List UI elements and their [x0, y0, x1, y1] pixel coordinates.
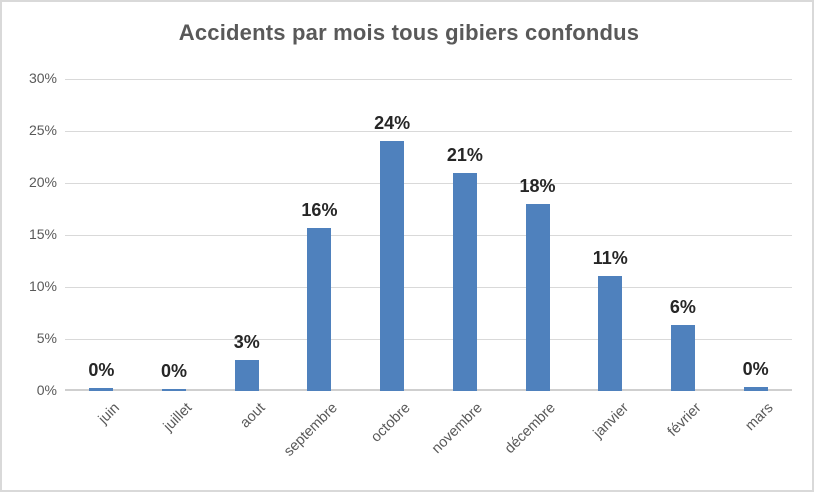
gridline-20% [65, 183, 792, 184]
plot-area [65, 79, 792, 391]
bar-octobre [380, 141, 405, 391]
bar-juillet [162, 388, 187, 391]
bar-janvier [598, 275, 623, 391]
x-tick-label-décembre: décembre [501, 400, 559, 457]
gridline-5% [65, 339, 792, 340]
data-label-juillet: 0% [161, 360, 188, 381]
x-tick-label-aout: aout [236, 400, 269, 432]
x-tick-label-novembre: novembre [429, 400, 487, 457]
data-label-juin: 0% [88, 359, 115, 380]
bar-mars [743, 386, 768, 391]
y-tick-label-0%: 0% [36, 382, 57, 398]
bar-février [670, 325, 695, 391]
y-tick-label-25%: 25% [28, 122, 57, 138]
x-tick-label-juillet: juillet [160, 400, 196, 435]
y-tick-label-5%: 5% [36, 330, 57, 346]
data-label-janvier: 11% [592, 247, 628, 268]
chart-title: Accidents par mois tous gibiers confondu… [178, 20, 640, 45]
data-label-février: 6% [669, 297, 696, 318]
gridline-30% [65, 79, 792, 80]
bar-juin [89, 387, 114, 391]
data-label-aout: 3% [233, 331, 260, 352]
bar-novembre [452, 172, 477, 391]
x-tick-label-septembre: septembre [281, 400, 341, 460]
gridline-15% [65, 235, 792, 236]
x-tick-label-février: février [664, 400, 705, 440]
y-tick-label-30%: 30% [28, 70, 57, 86]
y-tick-label-10%: 10% [28, 278, 57, 294]
data-label-novembre: 21% [446, 144, 483, 165]
x-tick-label-juin: juin [95, 400, 123, 428]
data-label-octobre: 24% [374, 113, 411, 134]
gridline-10% [65, 287, 792, 288]
y-tick-label-15%: 15% [28, 226, 57, 242]
bar-septembre [307, 227, 332, 391]
y-tick-label-20%: 20% [28, 174, 57, 190]
bar-décembre [525, 203, 550, 391]
data-label-septembre: 16% [301, 199, 338, 220]
x-tick-label-mars: mars [742, 400, 777, 435]
gridline-25% [65, 131, 792, 132]
bar-aout [234, 359, 259, 391]
data-label-mars: 0% [742, 358, 769, 379]
x-tick-label-janvier: janvier [590, 400, 632, 442]
x-tick-label-octobre: octobre [367, 400, 414, 446]
data-label-décembre: 18% [519, 175, 556, 196]
